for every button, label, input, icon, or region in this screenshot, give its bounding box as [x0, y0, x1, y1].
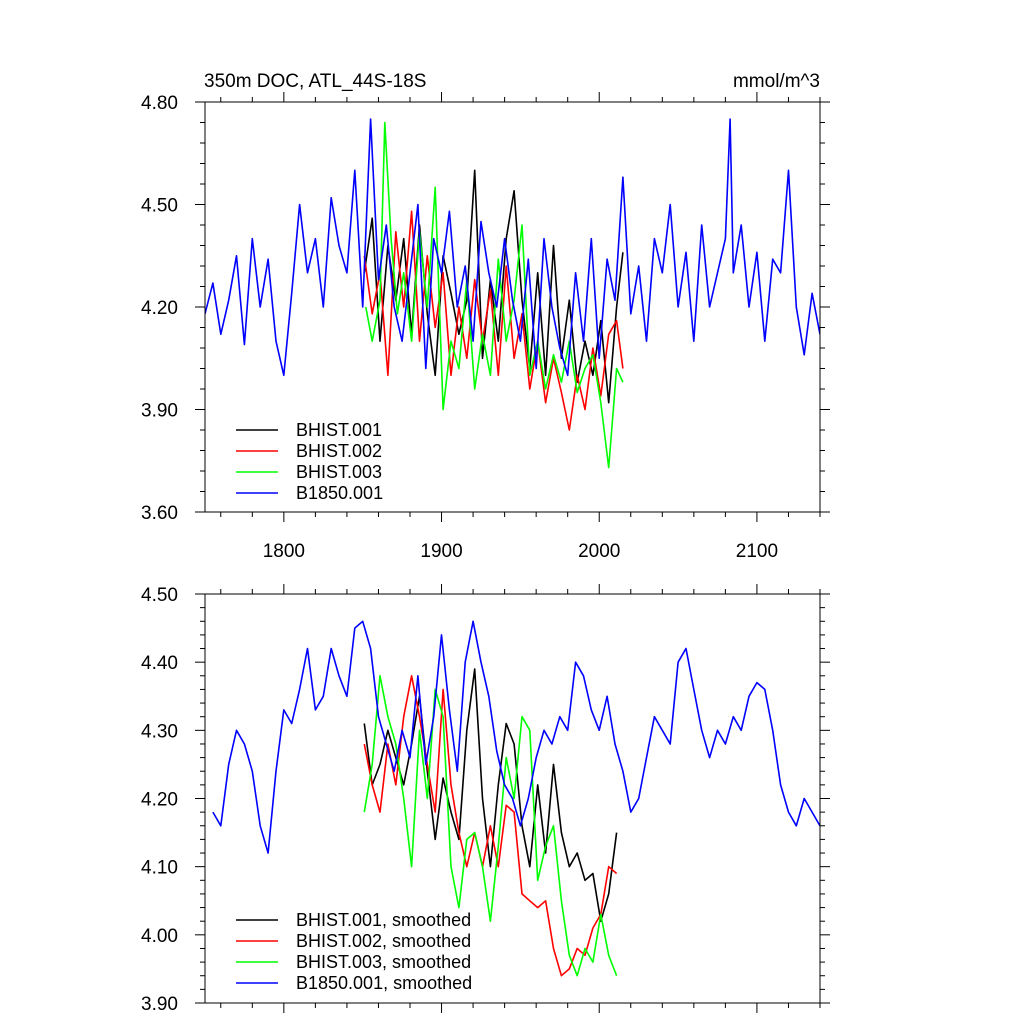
x-tick-label: 1900 [420, 541, 462, 562]
legend-item: BHIST.002, smoothed [236, 931, 471, 951]
series-line-bhist-001-smoothed [363, 668, 618, 923]
legend-label: BHIST.001 [296, 420, 382, 440]
bottom-panel-axes: 3.90 4.00 4.10 4.20 4.30 4.40 4.50 [141, 584, 830, 1015]
legend-label: BHIST.002, smoothed [296, 931, 471, 951]
y-tick-label: 3.60 [141, 503, 178, 524]
x-tick-label: 2000 [578, 541, 620, 562]
series-line-bhist-003-smoothed [363, 674, 618, 977]
top-panel: 350m DOC, ATL_44S-18S mmol/m^3 1800 1900 2… [141, 71, 830, 562]
legend-item: BHIST.001 [236, 420, 382, 440]
series-line-b1850-001-smoothed [212, 620, 820, 854]
legend-label: BHIST.003, smoothed [296, 952, 471, 972]
y-tick-label: 4.00 [141, 926, 178, 947]
top-panel-title: 350m DOC, ATL_44S-18S [204, 71, 426, 92]
y-tick-label: 4.50 [141, 196, 178, 217]
legend-label: B1850.001 [296, 483, 383, 503]
legend-label: BHIST.001, smoothed [296, 910, 471, 930]
y-tick-label: 4.50 [141, 585, 178, 606]
y-tick-label: 4.30 [141, 721, 178, 742]
legend-item: B1850.001 [236, 483, 383, 503]
bottom-panel: 3.90 4.00 4.10 4.20 4.30 4.40 4.50 BHIST.001, … [141, 584, 830, 1015]
series-line-bhist-003 [365, 121, 624, 469]
legend-label: B1850.001, smoothed [296, 973, 472, 993]
y-tick-label: 4.40 [141, 653, 178, 674]
bottom-panel-series [212, 620, 820, 977]
legend-item: BHIST.003 [236, 462, 382, 482]
legend-item: BHIST.003, smoothed [236, 952, 471, 972]
series-line-bhist-002 [363, 210, 624, 431]
series-line-b1850-001 [205, 118, 820, 377]
legend-label: BHIST.002 [296, 441, 382, 461]
x-tick-label: 2100 [736, 541, 778, 562]
y-tick-label: 3.90 [141, 994, 178, 1015]
legend-item: BHIST.001, smoothed [236, 910, 471, 930]
y-tick-label: 4.20 [141, 298, 178, 319]
y-tick-label: 4.10 [141, 858, 178, 879]
top-panel-units: mmol/m^3 [733, 71, 820, 92]
y-tick-label: 3.90 [141, 401, 178, 422]
top-panel-series [205, 118, 820, 469]
y-tick-label: 4.20 [141, 790, 178, 811]
series-line-bhist-002-smoothed [363, 674, 618, 977]
x-tick-label: 1800 [263, 541, 305, 562]
legend-label: BHIST.003 [296, 462, 382, 482]
legend-item: B1850.001, smoothed [236, 973, 472, 993]
top-panel-axes: 1800 1900 2000 2100 3.60 3.90 4.20 4.50 4.80 [141, 92, 830, 562]
y-tick-label: 4.80 [141, 93, 178, 114]
legend-item: BHIST.002 [236, 441, 382, 461]
